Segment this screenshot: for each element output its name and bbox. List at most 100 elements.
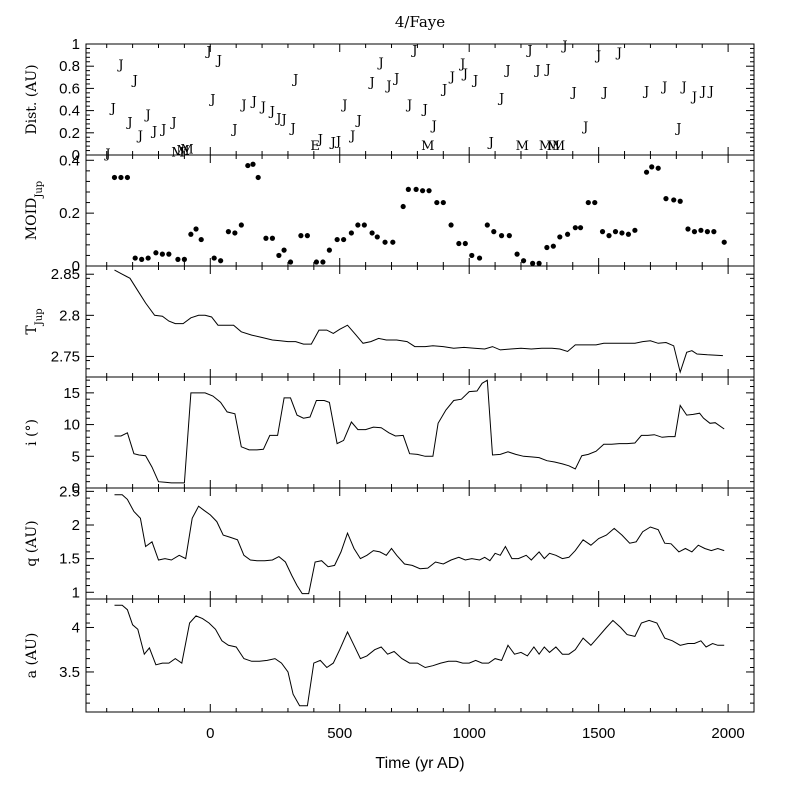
series-line	[114, 494, 725, 595]
data-point	[671, 197, 677, 203]
y-tick-label: 1	[72, 36, 80, 53]
y-tick-label: 2.8	[59, 307, 80, 324]
data-point-label: J	[674, 121, 681, 136]
series-line	[114, 269, 723, 374]
chart-title: 4/Faye	[395, 13, 445, 31]
data-point-label: J	[250, 95, 257, 110]
data-point	[677, 198, 683, 204]
panel-a: 3.5 4 a (AU)	[24, 598, 755, 713]
data-point-label: J	[660, 80, 667, 95]
data-point-label: J	[430, 119, 437, 134]
y-tick-label: 5	[72, 448, 80, 465]
x-tick-label: 500	[327, 725, 352, 742]
data-point	[691, 229, 698, 235]
data-point-label: J	[274, 111, 281, 126]
data-point	[440, 199, 446, 206]
y-tick-label: 0.2	[59, 205, 80, 222]
data-point-label: J	[690, 90, 697, 105]
data-point	[456, 240, 462, 247]
data-point-label: J	[103, 147, 110, 162]
data-point-label: J	[699, 85, 706, 100]
y-tick-label: 2.85	[51, 266, 80, 283]
data-point-label: J	[410, 44, 417, 59]
data-point	[643, 169, 650, 175]
data-point-label: J	[289, 121, 296, 136]
data-point-label: J	[601, 86, 608, 101]
x-axis-label: Time (yr AD)	[375, 755, 464, 772]
data-point-label: J	[150, 125, 157, 140]
data-point	[132, 255, 138, 261]
data-point	[341, 236, 347, 243]
data-point	[506, 233, 512, 239]
data-point-label: J	[448, 70, 455, 85]
y-axis-label: q (AU)	[24, 520, 40, 566]
panel-frame	[85, 154, 755, 267]
data-point-label: J	[594, 49, 601, 64]
data-point	[585, 199, 591, 206]
data-point	[166, 251, 172, 257]
panel-moid: 0 0.2 0.4 MOIDJup	[24, 152, 755, 275]
data-point	[250, 161, 256, 167]
data-point	[572, 225, 578, 231]
y-tick-label: 0	[72, 480, 80, 497]
data-point	[298, 233, 304, 239]
data-point-label: E	[310, 139, 320, 154]
data-point	[304, 233, 310, 239]
data-point	[269, 235, 276, 241]
data-point	[225, 229, 232, 235]
data-point	[698, 227, 704, 233]
data-point	[462, 240, 468, 247]
y-tick-label: 3.5	[59, 664, 80, 681]
data-point	[188, 231, 194, 237]
data-point	[334, 236, 340, 243]
data-point	[498, 233, 505, 239]
data-point	[625, 231, 632, 237]
data-point-label: J	[208, 92, 215, 107]
data-point	[711, 229, 717, 235]
data-point-label: J	[159, 122, 166, 137]
y-tick-label: 4	[72, 619, 80, 636]
data-point-label: J	[125, 116, 132, 131]
data-point	[434, 199, 440, 206]
y-tick-label: 2.5	[59, 483, 80, 500]
panel-frame	[85, 43, 755, 156]
panel-q: 1 1.5 2 2.5 q (AU)	[24, 483, 755, 601]
series-line	[114, 604, 725, 707]
data-point	[663, 196, 669, 202]
data-point	[124, 174, 131, 181]
data-point-label: J	[230, 122, 237, 137]
data-point	[655, 165, 661, 171]
data-point	[685, 226, 691, 232]
data-point-label: J	[615, 46, 622, 61]
data-point-label: J	[503, 64, 510, 79]
data-point	[536, 260, 542, 266]
data-point	[153, 250, 159, 256]
data-point-label: M	[547, 139, 560, 154]
x-axis: 0 500 1000 1500 2000	[206, 725, 745, 742]
data-point	[145, 255, 151, 261]
data-point	[557, 234, 563, 240]
data-point	[632, 227, 638, 233]
data-point-label: J	[109, 101, 116, 116]
data-point-label: J	[471, 74, 478, 89]
data-point-label: J	[392, 71, 399, 86]
data-point-label: J	[116, 58, 123, 73]
data-point	[405, 186, 411, 192]
data-point	[530, 260, 536, 266]
data-point-label: J	[581, 120, 588, 135]
data-point-label: J	[544, 62, 551, 77]
data-point-label: J	[405, 98, 412, 113]
data-point	[476, 255, 483, 261]
data-point	[514, 251, 520, 257]
y-tick-label: 0.2	[59, 125, 80, 142]
data-point	[348, 230, 354, 236]
data-point	[592, 199, 598, 206]
data-point-label: J	[291, 72, 298, 87]
data-point-label: M	[552, 139, 565, 154]
data-point	[599, 229, 606, 235]
data-point	[218, 258, 224, 264]
panel-incl: 0 5 10 15 i (°)	[24, 376, 755, 497]
